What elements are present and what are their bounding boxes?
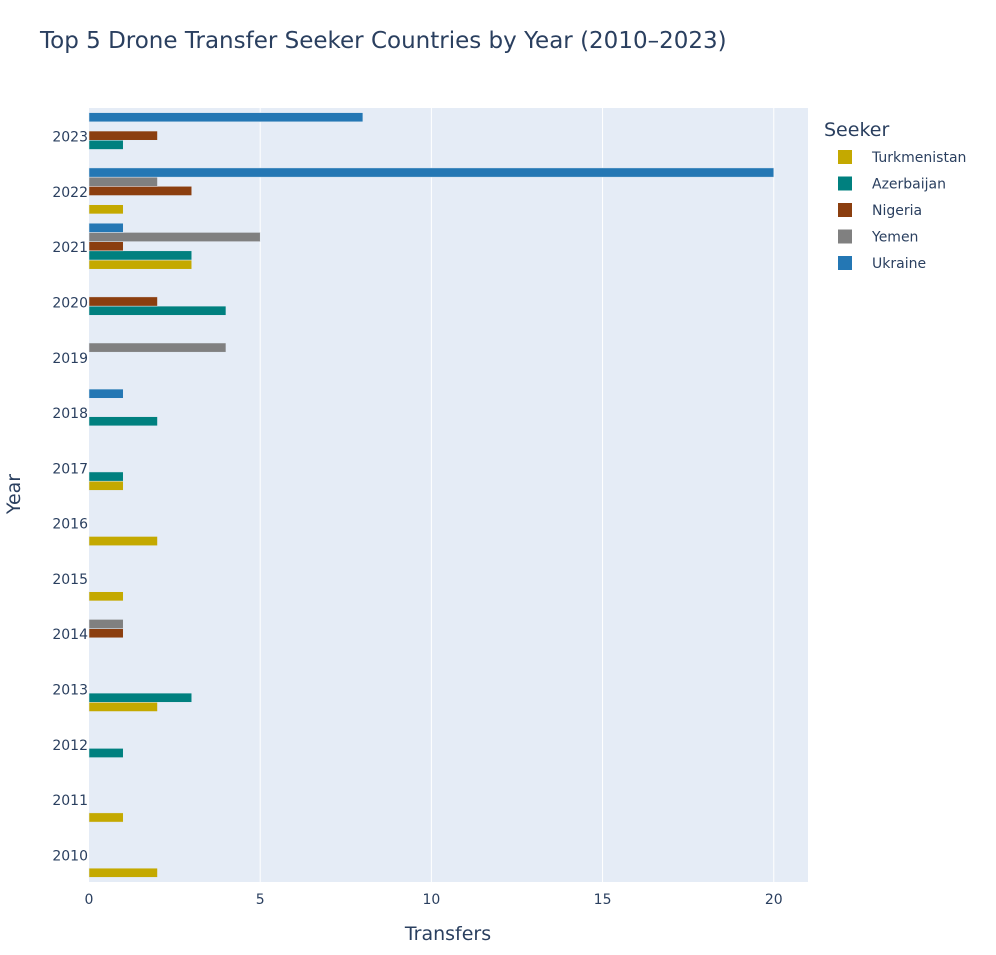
y-tick-label: 2010: [52, 848, 88, 864]
bar-yemen-2019: [88, 342, 227, 353]
legend-items: Turkmenistan Azerbaijan Nigeria Yemen Ukrain…: [838, 150, 966, 272]
bar-turkmenistan-2013: [88, 702, 158, 712]
bar-azerbaijan-2021: [88, 250, 192, 261]
legend-swatch-turkmenistan: [838, 150, 852, 164]
legend-swatch-nigeria: [838, 203, 852, 217]
y-tick-label: 2020: [52, 296, 88, 312]
y-tick-label: 2014: [52, 627, 88, 643]
bar-azerbaijan-2023: [88, 139, 124, 150]
bars: [88, 112, 775, 878]
legend-swatch-ukraine: [838, 256, 852, 270]
legend-label-turkmenistan: Turkmenistan: [871, 150, 966, 166]
bar-yemen-2021: [88, 232, 261, 242]
bar-turkmenistan-2022: [88, 204, 124, 215]
legend-label-ukraine: Ukraine: [872, 256, 926, 272]
y-axis-title: Year: [3, 474, 25, 515]
legend-label-azerbaijan: Azerbaijan: [872, 177, 946, 193]
legend-label-yemen: Yemen: [871, 230, 918, 246]
y-tick-label: 2017: [52, 461, 88, 477]
x-tick-label: 5: [256, 892, 265, 908]
x-tick-label: 0: [85, 892, 94, 908]
x-tick-label: 20: [765, 892, 783, 908]
bar-nigeria-2020: [88, 296, 158, 307]
bar-azerbaijan-2012: [88, 748, 124, 758]
legend-label-nigeria: Nigeria: [872, 203, 922, 219]
legend-swatch-yemen: [838, 229, 852, 244]
bar-ukraine-2023: [88, 112, 364, 123]
bar-azerbaijan-2013: [88, 692, 192, 703]
bar-azerbaijan-2020: [88, 305, 227, 316]
x-tick-label: 15: [594, 892, 612, 908]
bar-ukraine-2018: [88, 388, 124, 399]
y-tick-label: 2021: [52, 240, 88, 256]
bar-azerbaijan-2018: [88, 416, 158, 427]
plot-background: [89, 108, 808, 882]
bar-yemen-2014: [88, 619, 124, 629]
y-tick-label: 2015: [52, 572, 88, 588]
y-tick-label: 2011: [52, 793, 88, 809]
legend: Seeker Turkmenistan Azerbaijan Nigeria Yeme…: [824, 119, 966, 272]
bar-turkmenistan-2011: [88, 812, 124, 823]
legend-swatch-azerbaijan: [838, 176, 852, 191]
y-tick-label: 2016: [52, 517, 88, 533]
y-tick-label: 2013: [52, 683, 88, 699]
bar-turkmenistan-2021: [88, 259, 192, 270]
x-axis-title: Transfers: [404, 923, 491, 945]
y-tick-label: 2018: [52, 406, 88, 422]
bar-turkmenistan-2017: [88, 480, 124, 491]
x-tick-label: 10: [422, 892, 440, 908]
y-tick-label: 2012: [52, 738, 88, 754]
bar-nigeria-2014: [88, 628, 124, 639]
bar-azerbaijan-2017: [88, 471, 124, 482]
legend-title: Seeker: [824, 119, 889, 141]
chart-title: Top 5 Drone Transfer Seeker Countries by…: [39, 28, 727, 54]
grid-lines: [259, 108, 775, 882]
bar-ukraine-2021: [88, 222, 124, 233]
bar-turkmenistan-2015: [88, 591, 124, 602]
bar-yemen-2022: [88, 176, 158, 187]
y-tick-label: 2023: [52, 130, 88, 146]
bar-nigeria-2021: [88, 241, 124, 252]
x-tick-labels: 0 5 10 15 20: [85, 892, 783, 908]
bar-turkmenistan-2016: [88, 536, 158, 546]
y-tick-labels: 2010 2011 2012 2013 2014 2015 2016 2017 2018 2019…: [52, 130, 88, 865]
bar-ukraine-2022: [88, 167, 775, 178]
bar-nigeria-2023: [88, 130, 158, 141]
y-tick-label: 2019: [52, 351, 88, 367]
bar-turkmenistan-2010: [88, 867, 158, 878]
y-tick-label: 2022: [52, 185, 88, 201]
bar-nigeria-2022: [88, 186, 192, 196]
